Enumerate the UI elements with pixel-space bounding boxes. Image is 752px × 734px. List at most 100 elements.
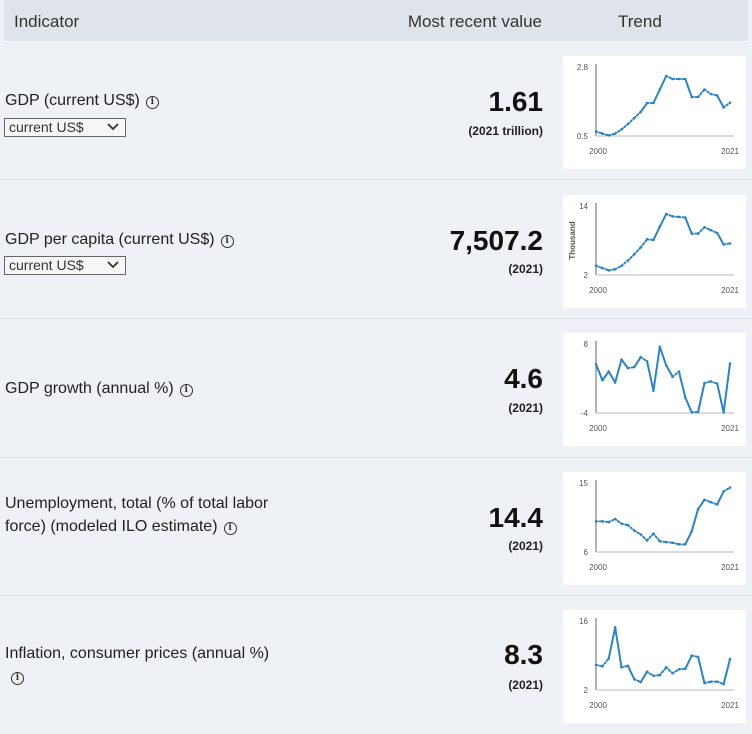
trend-point xyxy=(614,518,617,521)
trend-segment xyxy=(647,361,653,390)
trend-point xyxy=(595,130,598,133)
trend-point xyxy=(652,389,655,392)
trend-point xyxy=(703,88,706,91)
trend-segment xyxy=(698,227,704,233)
indicator-name: Unemployment, total (% of total labor fo… xyxy=(5,492,285,538)
trend-point xyxy=(678,668,681,671)
value-year: (2021) xyxy=(508,262,543,276)
trend-point xyxy=(620,522,623,525)
trend-segment xyxy=(717,491,723,504)
trend-point xyxy=(697,656,700,659)
y-min-label: 2 xyxy=(584,686,589,695)
header-trend: Trend xyxy=(618,12,662,32)
trend-point xyxy=(690,530,693,533)
trend-point xyxy=(697,508,700,511)
trend-point xyxy=(678,543,681,546)
trend-point xyxy=(722,683,725,686)
trend-segment xyxy=(653,347,659,391)
table-row-unemployment: Unemployment, total (% of total labor fo… xyxy=(0,457,752,596)
unit-select[interactable]: current US$ xyxy=(4,256,126,275)
trend-point xyxy=(607,657,610,660)
trend-point xyxy=(710,93,713,96)
trend-point xyxy=(620,666,623,669)
x-start-label: 2000 xyxy=(589,424,607,433)
trend-point xyxy=(646,670,649,673)
trend-segment xyxy=(615,360,621,383)
trend-point xyxy=(659,346,662,349)
trend-point xyxy=(729,362,732,365)
trend-point xyxy=(595,520,598,523)
trend-segment xyxy=(666,667,672,673)
trend-point xyxy=(607,370,610,373)
trend-point xyxy=(690,96,693,99)
trend-point xyxy=(671,78,674,81)
trend-segment xyxy=(634,357,640,367)
trend-point xyxy=(703,226,706,229)
x-start-label: 2000 xyxy=(589,563,607,572)
y-min-label: 2 xyxy=(584,271,589,280)
trend-segment xyxy=(679,372,685,398)
trend-point xyxy=(607,521,610,524)
trend-segment xyxy=(641,103,647,112)
trend-point xyxy=(601,379,604,382)
trend-point xyxy=(678,370,681,373)
trend-segment xyxy=(634,247,640,254)
unit-select[interactable]: current US$ xyxy=(4,118,126,137)
y-max-label: 8 xyxy=(584,340,589,349)
y-min-label: -4 xyxy=(581,409,589,418)
trend-point xyxy=(684,543,687,546)
indicator-name: GDP per capita (current US$) i xyxy=(5,228,285,251)
trend-segment xyxy=(609,627,615,658)
header-most-recent-value: Most recent value xyxy=(408,12,542,32)
indicator-label[interactable]: GDP (current US$) xyxy=(5,92,140,109)
trend-segment xyxy=(641,239,647,247)
trend-point xyxy=(690,654,693,657)
info-icon[interactable]: i xyxy=(180,384,193,397)
trend-segment xyxy=(666,365,672,377)
x-end-label: 2021 xyxy=(721,424,739,433)
trend-point xyxy=(671,215,674,218)
info-icon[interactable]: i xyxy=(11,672,24,685)
indicator-label[interactable]: Inflation, consumer prices (annual %) xyxy=(5,645,269,662)
trend-point xyxy=(633,117,636,120)
info-icon[interactable]: i xyxy=(221,235,234,248)
trend-segment xyxy=(717,384,723,413)
trend-segment xyxy=(628,254,634,260)
value-year: (2021 trillion) xyxy=(468,124,543,138)
x-end-label: 2021 xyxy=(721,286,739,295)
trend-point xyxy=(659,674,662,677)
indicator-label[interactable]: GDP growth (annual %) xyxy=(5,380,174,397)
indicator-label[interactable]: GDP per capita (current US$) xyxy=(5,231,215,248)
trend-point xyxy=(671,542,674,545)
trend-point xyxy=(627,259,630,262)
value-year: (2021) xyxy=(508,539,543,553)
trend-segment xyxy=(692,509,698,531)
trend-point xyxy=(639,246,642,249)
trend-point xyxy=(665,666,668,669)
most-recent-value: 14.4 xyxy=(489,502,544,534)
trend-point xyxy=(703,382,706,385)
trend-point xyxy=(652,239,655,242)
info-icon[interactable]: i xyxy=(224,522,237,535)
trend-point xyxy=(665,75,668,78)
trend-point xyxy=(690,411,693,414)
trend-point xyxy=(722,106,725,109)
trend-point xyxy=(607,269,610,272)
unit-select-value: current US$ xyxy=(9,119,84,136)
info-icon[interactable]: i xyxy=(146,96,159,109)
trend-segment xyxy=(660,76,666,90)
trend-point xyxy=(722,243,725,246)
trend-segment xyxy=(615,627,621,667)
trend-segment xyxy=(724,659,730,684)
trend-point xyxy=(614,626,617,629)
trend-point xyxy=(716,382,719,385)
